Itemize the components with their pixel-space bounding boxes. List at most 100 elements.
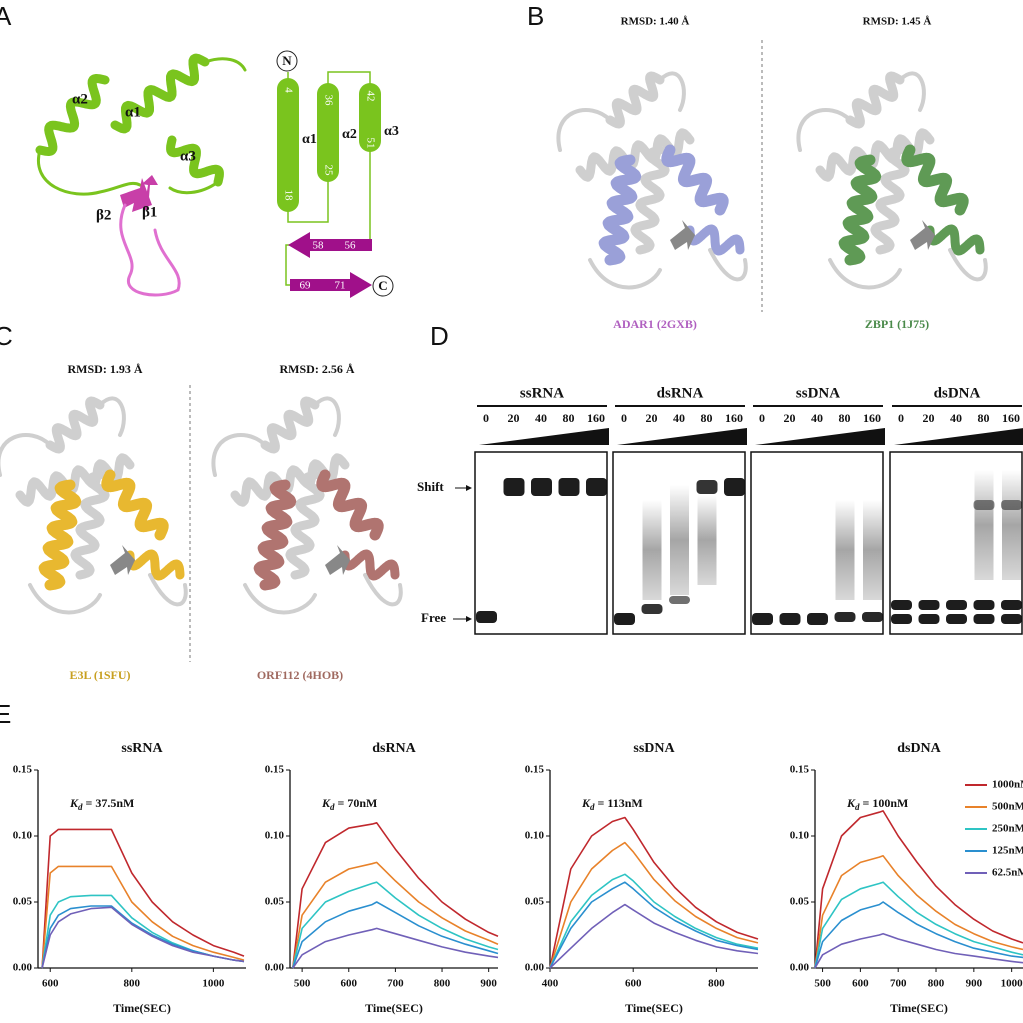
band xyxy=(503,478,525,496)
band xyxy=(1001,614,1022,624)
smear xyxy=(863,500,882,600)
y-tick-label: 0.05 xyxy=(525,896,545,908)
band xyxy=(779,613,801,625)
c-terminus: C xyxy=(378,278,387,293)
lane-label: 80 xyxy=(701,411,713,425)
annotation-text: = 113nM xyxy=(595,796,643,810)
annotation-text: = 37.5nM xyxy=(83,796,135,810)
band xyxy=(807,613,828,625)
y-tick-label: 0.05 xyxy=(265,896,285,908)
strand-arrow xyxy=(670,220,695,250)
lane-label: 0 xyxy=(759,411,765,425)
legend-label: 1000nM xyxy=(992,779,1023,791)
y-tick-label: 0.15 xyxy=(13,764,33,776)
smear xyxy=(670,485,689,595)
protein-name: ORF112 (4HOB) xyxy=(257,668,343,682)
strand-arrow xyxy=(110,545,135,575)
rmsd: RMSD: 1.93 Å xyxy=(68,362,143,376)
legend-label: 62.5nM xyxy=(992,867,1023,879)
helix-ribbon xyxy=(838,154,882,266)
connector xyxy=(285,71,371,286)
x-tick-label: 500 xyxy=(814,978,831,990)
lane-label: 20 xyxy=(646,411,658,425)
lane-label: 80 xyxy=(978,411,990,425)
group-label: dsRNA xyxy=(657,385,704,401)
legend-label: 125nM xyxy=(992,845,1023,857)
loop xyxy=(948,248,988,282)
y-tick-label: 0.05 xyxy=(13,896,33,908)
chart-title: dsDNA xyxy=(897,741,941,756)
lane-label: 160 xyxy=(725,411,743,425)
band xyxy=(946,614,967,624)
protein-names: ADAR1 (2GXB) ZBP1 (1J75) E3L (1SFU) ORF1… xyxy=(69,317,929,682)
lane-label: 40 xyxy=(535,411,547,425)
x-tick-label: 500 xyxy=(294,978,311,990)
x-tick-label: 800 xyxy=(434,978,451,990)
helix-ribbon xyxy=(925,224,985,256)
loop xyxy=(243,583,317,615)
x-tick-label: 800 xyxy=(124,978,141,990)
lane-label: 0 xyxy=(483,411,489,425)
concentration-wedge xyxy=(479,428,609,445)
lane-label: 20 xyxy=(508,411,520,425)
lane-label: 40 xyxy=(950,411,962,425)
loop xyxy=(658,71,686,112)
lane-label: 20 xyxy=(923,411,935,425)
residue: 42 xyxy=(364,91,376,102)
protein-name: ZBP1 (1J75) xyxy=(865,317,929,331)
smear xyxy=(974,470,994,580)
helix-ribbon xyxy=(35,74,110,156)
band xyxy=(476,611,497,623)
helix-name: α1 xyxy=(302,132,317,147)
loop xyxy=(588,258,662,290)
band xyxy=(891,614,912,624)
helix-ribbon xyxy=(70,470,110,580)
band xyxy=(946,600,967,610)
annotation-symbol: K xyxy=(69,796,79,810)
topology: N C 4 18 36 25 42 51 58 56 69 71 α1 α2 α… xyxy=(276,50,399,298)
panel-label: B xyxy=(527,1,544,31)
rmsd-labels: RMSD: 1.40 Å RMSD: 1.45 Å RMSD: 1.93 Å R… xyxy=(68,16,932,376)
series-line xyxy=(41,906,245,969)
band xyxy=(558,478,580,496)
x-tick-label: 1000 xyxy=(202,978,225,990)
chart-title: ssRNA xyxy=(121,741,163,756)
gel: ssRNA 0 20 40 80 160 dsRNA 0 20 40 80 160 ssDNA 0 20 40… xyxy=(474,385,1023,635)
y-tick-label: 0.05 xyxy=(790,896,810,908)
band xyxy=(531,478,552,496)
label: β1 xyxy=(142,204,157,220)
annotation-text: = 70nM xyxy=(335,796,378,810)
loop xyxy=(98,396,126,437)
residue: 36 xyxy=(322,95,334,107)
label: α3 xyxy=(180,148,196,164)
strand xyxy=(290,272,372,298)
x-tick-label: 700 xyxy=(387,978,404,990)
smear xyxy=(1002,470,1021,580)
y-tick-label: 0.10 xyxy=(265,830,285,842)
structure-labels: α2 α1 α3 β2 β1 xyxy=(72,91,196,223)
x-tick-label: 600 xyxy=(625,978,642,990)
helix-ribbon xyxy=(661,144,729,216)
gel-lane-box xyxy=(750,451,884,635)
lane-label: 80 xyxy=(839,411,851,425)
lane-label: 80 xyxy=(563,411,575,425)
series-line xyxy=(41,865,245,969)
x-tick-label: 600 xyxy=(42,978,59,990)
series-line xyxy=(549,903,759,969)
group-label: ssDNA xyxy=(796,385,840,401)
loop xyxy=(203,57,247,72)
annotation-subscript: d xyxy=(855,802,860,812)
x-tick-label: 1000 xyxy=(1001,978,1023,990)
loop xyxy=(363,573,403,607)
legend-label: 500nM xyxy=(992,801,1023,813)
chart-title: ssDNA xyxy=(633,741,675,756)
band xyxy=(669,596,690,604)
terminus xyxy=(372,275,394,297)
band xyxy=(834,612,856,622)
helix-ribbon xyxy=(598,154,642,266)
n-terminus: N xyxy=(282,53,292,68)
protein-name: ADAR1 (2GXB) xyxy=(613,317,697,331)
x-axis-label: Time(SEC) xyxy=(890,1001,948,1015)
helix-ribbon xyxy=(260,396,320,454)
